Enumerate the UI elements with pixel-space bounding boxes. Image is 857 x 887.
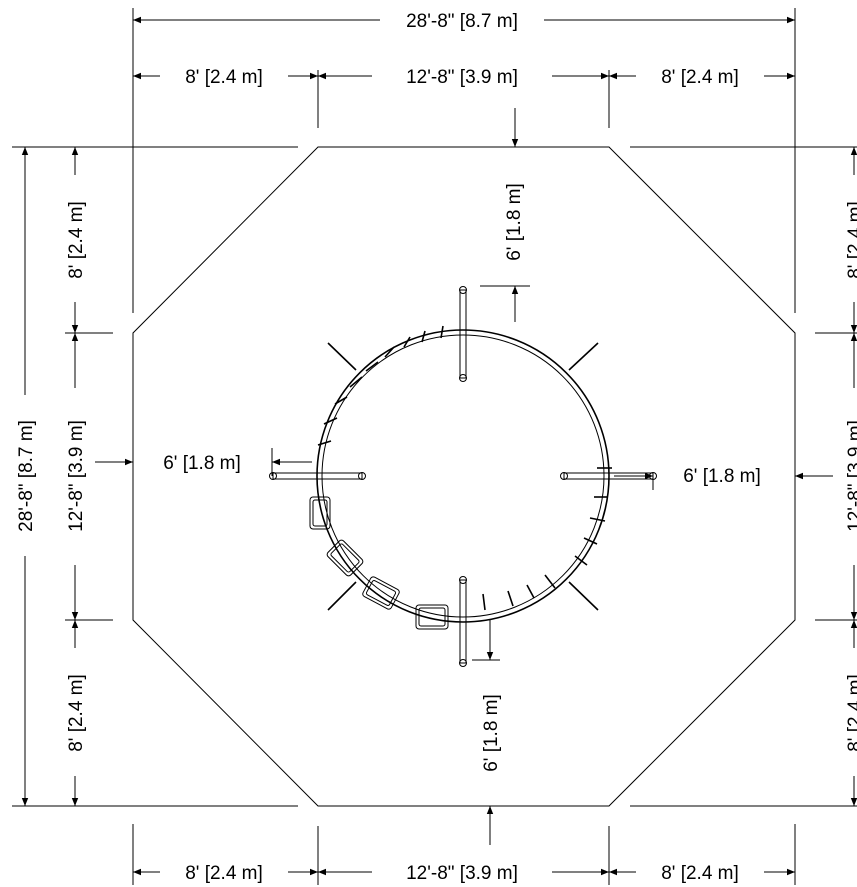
clearance-top-label: 6' [1.8 m] <box>504 183 525 261</box>
play-equipment <box>269 286 657 667</box>
lower-right-rungs <box>482 467 612 611</box>
clearance-left-label: 6' [1.8 m] <box>163 453 241 474</box>
clearance-bottom-label: 6' [1.8 m] <box>481 694 502 772</box>
grip-loops <box>309 496 449 630</box>
top-post <box>459 286 467 382</box>
top-center-label: 12'-8" [3.9 m] <box>406 67 518 88</box>
left-middle-label: 12'-8" [3.9 m] <box>66 420 87 532</box>
clearance-top-dimension: 6' [1.8 m] <box>480 108 530 322</box>
bottom-right-label: 8' [2.4 m] <box>661 863 739 884</box>
top-overall-dimension: 28'-8" [8.7 m] <box>133 11 795 32</box>
left-post <box>269 472 366 480</box>
extension-lines <box>12 8 857 885</box>
clearance-right-dimension: 6' [1.8 m] <box>614 466 833 490</box>
left-bottom-label: 8' [2.4 m] <box>66 674 87 752</box>
bottom-post <box>459 576 467 667</box>
ring-outer <box>316 329 610 623</box>
use-zone-octagon <box>132 146 796 807</box>
top-overall-label: 28'-8" [8.7 m] <box>406 11 518 32</box>
right-top-label: 8' [2.4 m] <box>845 201 857 279</box>
right-middle-label: 12'-8" [3.9 m] <box>845 420 857 532</box>
bottom-segment-dimensions: 8' [2.4 m] 12'-8" [3.9 m] 8' [2.4 m] <box>133 863 795 884</box>
right-bottom-label: 8' [2.4 m] <box>845 674 857 752</box>
diagonal-posts <box>327 342 599 611</box>
left-top-label: 8' [2.4 m] <box>66 201 87 279</box>
bottom-center-label: 12'-8" [3.9 m] <box>406 863 518 884</box>
top-left-label: 8' [2.4 m] <box>185 67 263 88</box>
left-overall-label: 28'-8" [8.7 m] <box>16 420 37 532</box>
clearance-bottom-dimension: 6' [1.8 m] <box>472 620 502 845</box>
ring-inner <box>321 334 605 618</box>
top-right-label: 8' [2.4 m] <box>661 67 739 88</box>
left-overall-dimension: 28'-8" [8.7 m] <box>16 147 37 806</box>
upper-left-rungs <box>317 325 444 446</box>
left-segment-dimensions: 8' [2.4 m] 12'-8" [3.9 m] 8' [2.4 m] <box>66 147 87 806</box>
right-segment-dimensions: 8' [2.4 m] 12'-8" [3.9 m] 8' [2.4 m] <box>845 147 857 806</box>
clearance-left-dimension: 6' [1.8 m] <box>95 448 312 476</box>
clearance-right-label: 6' [1.8 m] <box>683 466 761 487</box>
bottom-left-label: 8' [2.4 m] <box>185 863 263 884</box>
top-segment-dimensions: 8' [2.4 m] 12'-8" [3.9 m] 8' [2.4 m] <box>133 67 795 88</box>
